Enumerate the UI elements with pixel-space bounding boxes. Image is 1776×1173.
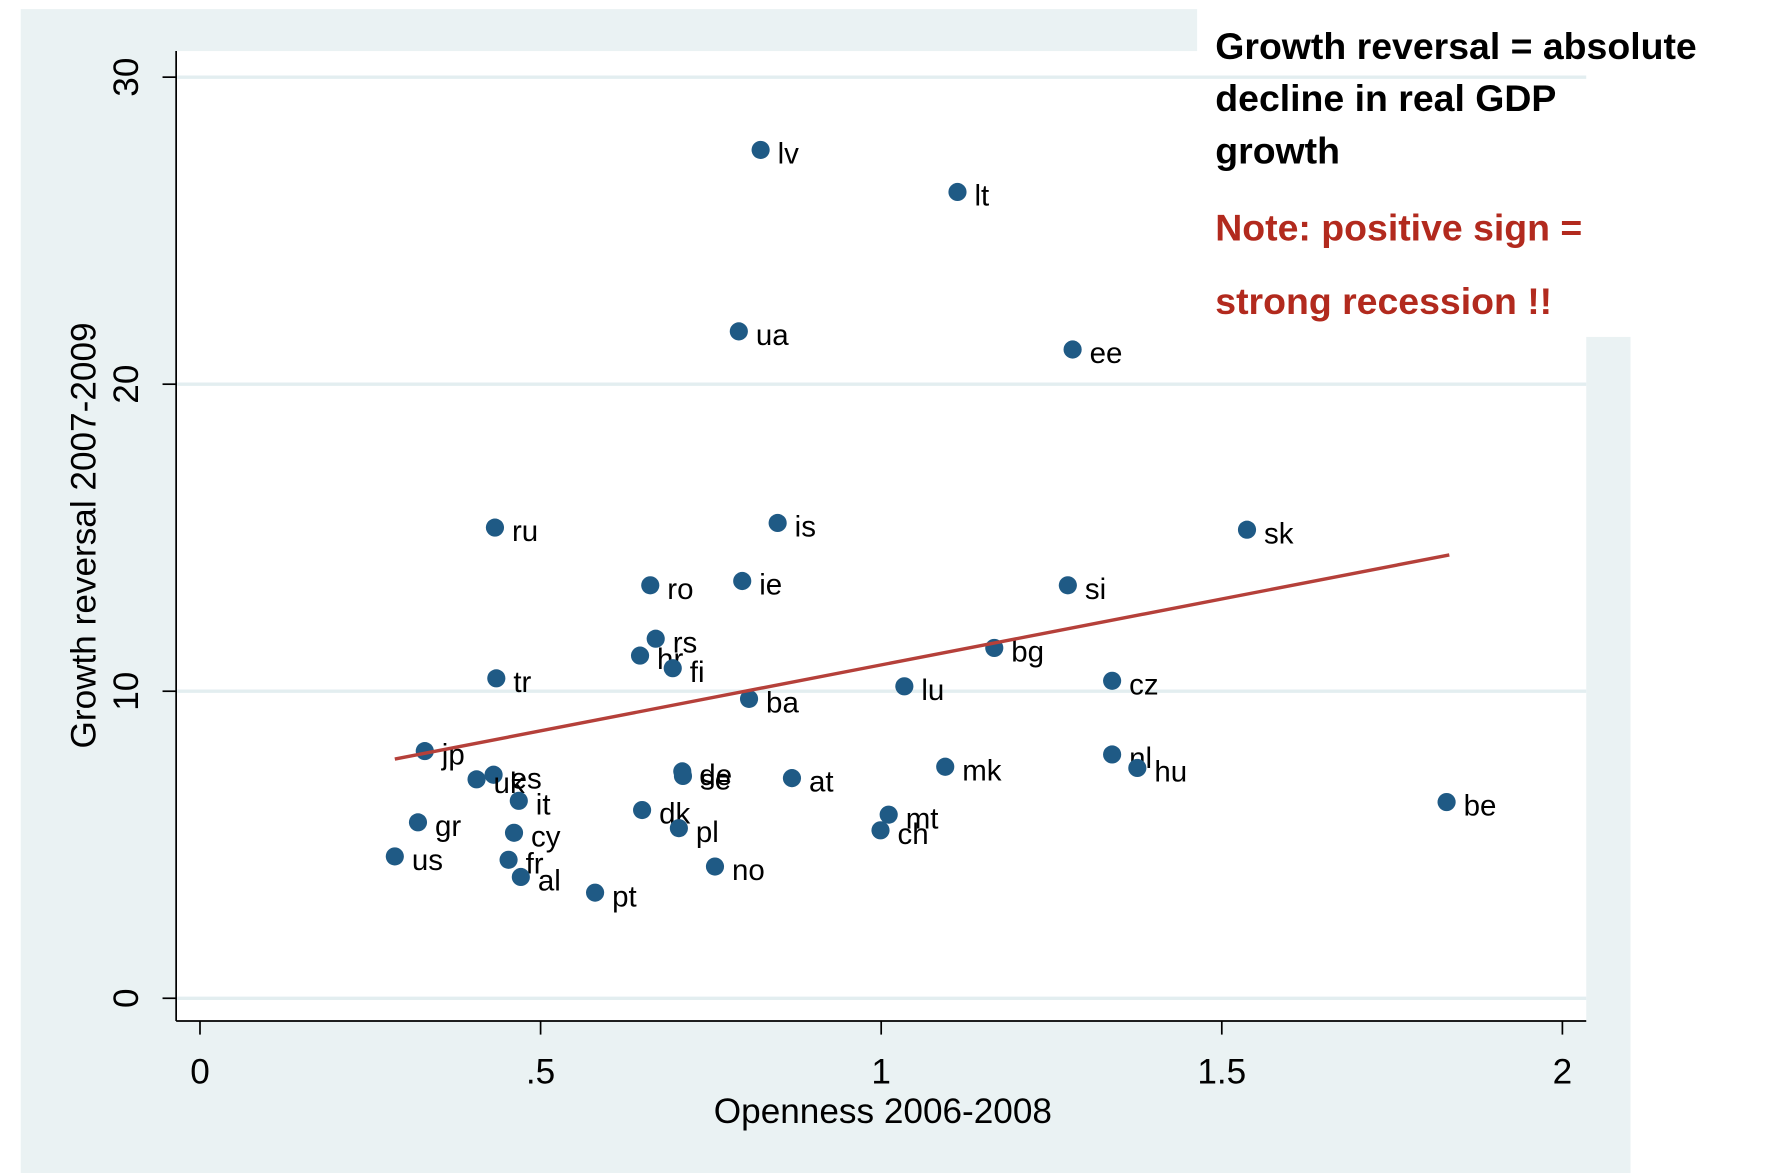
- point: [385, 847, 404, 866]
- annotation: growth: [1215, 129, 1340, 171]
- point-label: es: [511, 762, 542, 795]
- point: [669, 819, 688, 838]
- point-label: gr: [435, 810, 461, 843]
- annotation-box: [1197, 0, 1776, 337]
- point: [733, 571, 752, 591]
- x-tick-label: 1: [871, 1052, 891, 1091]
- y-tick-label: 20: [107, 365, 146, 404]
- point-label: fr: [526, 847, 544, 880]
- point-label: pt: [612, 880, 637, 913]
- fit-line: [394, 553, 1450, 761]
- y-tick-label: 10: [107, 672, 146, 711]
- x-tick-label: 0: [190, 1052, 210, 1091]
- point: [586, 883, 605, 902]
- point-label: lu: [921, 674, 944, 707]
- point-label: cy: [531, 820, 561, 853]
- y-tick-label: 30: [107, 58, 146, 97]
- point-label: it: [536, 788, 551, 821]
- point-label: ba: [766, 687, 799, 720]
- point-label: cz: [1129, 668, 1158, 701]
- point-label: ch: [898, 818, 929, 851]
- point: [499, 850, 518, 869]
- point: [504, 823, 524, 842]
- point: [485, 518, 505, 537]
- note: Note: positive sign =: [1215, 206, 1582, 248]
- point: [673, 766, 693, 786]
- point: [646, 629, 665, 648]
- point: [1237, 520, 1257, 539]
- point: [782, 769, 802, 788]
- point: [484, 765, 503, 784]
- x-axis-label: Openness 2006-2008: [714, 1092, 1052, 1131]
- point: [641, 576, 660, 595]
- point-label: lt: [975, 180, 990, 213]
- x-tick-label: .5: [526, 1052, 555, 1091]
- point-label: us: [412, 844, 443, 877]
- point-label: at: [809, 766, 834, 799]
- point: [739, 689, 759, 708]
- point: [511, 867, 530, 887]
- point: [408, 813, 428, 832]
- point: [1128, 758, 1147, 778]
- x-tick-label: 1.5: [1197, 1052, 1246, 1091]
- point: [509, 791, 528, 810]
- point: [729, 322, 748, 341]
- point-label: al: [538, 865, 561, 898]
- point-label: be: [1464, 790, 1497, 823]
- point: [663, 659, 682, 678]
- y-tick-label: 0: [107, 988, 146, 1008]
- note: strong recession !!: [1215, 280, 1552, 322]
- point-label: ru: [512, 515, 538, 548]
- point-label: tr: [513, 666, 531, 699]
- point: [633, 800, 652, 820]
- point-label: mk: [962, 754, 1002, 787]
- point: [936, 757, 955, 776]
- annotation: decline in real GDP: [1215, 77, 1556, 119]
- point-label: sk: [1264, 517, 1294, 550]
- y-axis-label: Growth reversal 2007-2009: [65, 322, 104, 748]
- x-tick-label: 2: [1553, 1052, 1573, 1091]
- point: [630, 646, 650, 665]
- point-label: jp: [441, 739, 465, 772]
- point: [1058, 576, 1077, 595]
- point-label: pl: [696, 816, 719, 849]
- point: [1103, 671, 1122, 690]
- annotation: Growth reversal = absolute: [1215, 25, 1696, 67]
- point: [768, 513, 787, 533]
- point-label: mt: [906, 802, 939, 835]
- point-label: bg: [1011, 636, 1044, 669]
- point-label: no: [732, 854, 765, 887]
- point-label: ua: [756, 319, 789, 352]
- point-label: se: [700, 764, 731, 797]
- point: [751, 140, 770, 159]
- point: [1437, 792, 1456, 812]
- point: [879, 805, 898, 824]
- point: [1063, 340, 1082, 359]
- point-label: de: [699, 759, 732, 792]
- point-label: ie: [759, 569, 782, 602]
- point-label: is: [795, 511, 816, 544]
- point: [948, 182, 967, 202]
- point: [467, 770, 486, 789]
- point: [705, 857, 725, 876]
- point-label: ro: [667, 573, 693, 606]
- point: [871, 821, 890, 840]
- point: [895, 677, 914, 696]
- point: [1103, 745, 1122, 764]
- point: [487, 669, 506, 688]
- point-label: ee: [1090, 337, 1123, 370]
- point-label: lv: [778, 138, 800, 171]
- point-label: si: [1085, 573, 1106, 606]
- point-label: rs: [673, 626, 698, 659]
- point-label: hu: [1154, 756, 1187, 789]
- point-label: fi: [690, 656, 705, 689]
